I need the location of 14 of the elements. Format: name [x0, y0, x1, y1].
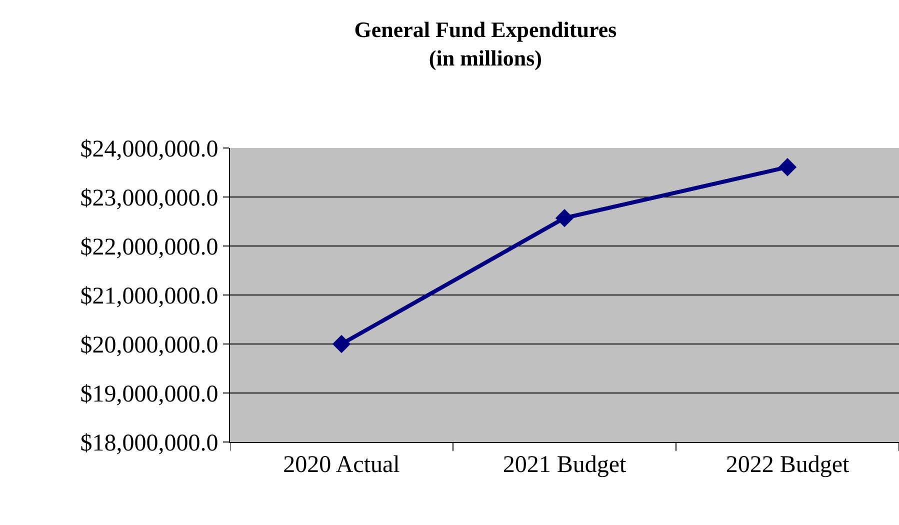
y-tick-label: $21,000,000.0	[80, 283, 218, 310]
point	[778, 158, 797, 176]
x-tick-label: 2021 Budget	[502, 452, 626, 478]
y-tick-label: $20,000,000.0	[80, 332, 218, 358]
y-tick-label: $24,000,000.0	[80, 136, 218, 162]
point	[555, 208, 574, 228]
y-tick-label: $18,000,000.0	[80, 430, 218, 456]
x-tick-label: 2020 Actual	[283, 452, 400, 478]
chart-title: General Fund Expenditures (in millions)	[354, 16, 618, 70]
y-tick-label: $19,000,000.0	[80, 381, 218, 408]
y-tick-label: $23,000,000.0	[80, 185, 218, 212]
x-tick-label: 2022 Budget	[726, 452, 850, 478]
y-tick-label: $22,000,000.0	[80, 234, 218, 260]
point	[332, 334, 351, 354]
